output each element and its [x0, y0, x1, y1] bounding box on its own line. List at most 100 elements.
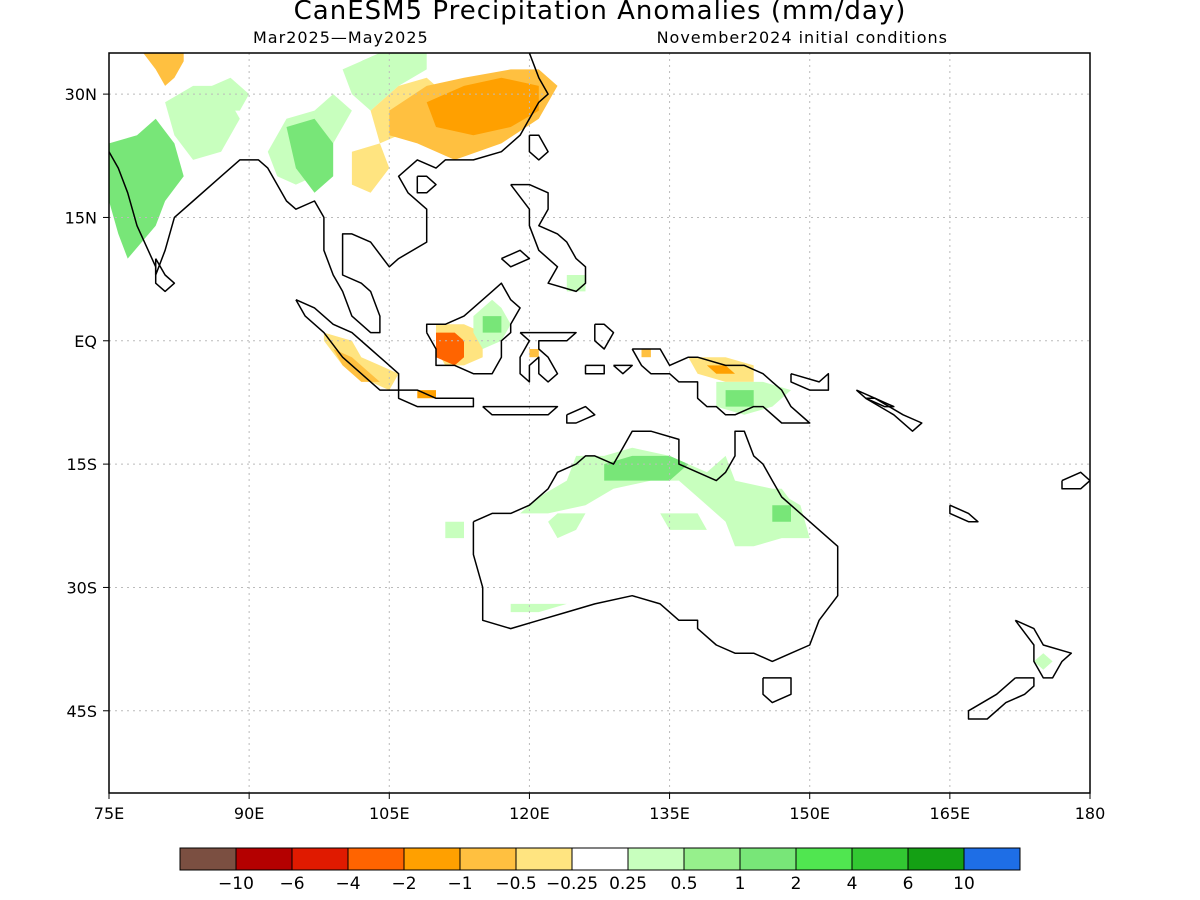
anomaly-region	[510, 603, 567, 613]
lon-tick-label: 75E	[94, 804, 124, 823]
colorbar-swatch	[739, 847, 797, 871]
map-title: CanESM5 Precipitation Anomalies (mm/day)	[293, 0, 907, 26]
lon-tick-label: 150E	[789, 804, 830, 823]
colorbar-label: −0.25	[546, 874, 598, 894]
colorbar-swatch	[291, 847, 349, 871]
colorbar-label: 10	[953, 874, 975, 894]
coastline	[500, 249, 531, 268]
anomaly-region	[193, 77, 250, 111]
anomaly-region	[342, 53, 427, 111]
coastline	[790, 372, 830, 391]
anomaly-region	[706, 365, 735, 374]
anomaly-region	[436, 332, 464, 366]
axis-ticks: 30N 15N EQ 15S 30S 45S 75E 90E 105E 120E 135E 150E 1…	[65, 85, 1106, 823]
anomaly-shading	[109, 53, 1053, 670]
colorbar-label: −6	[279, 874, 304, 894]
anomaly-region	[351, 143, 390, 193]
coastline	[472, 430, 839, 663]
coastline	[397, 389, 475, 408]
season-label: Mar2025—May2025	[253, 28, 429, 47]
colorbar: −10 −6 −4 −2 −1 −0.5 −0.25 0.25 0.5 1 2 4 6 10	[179, 847, 1021, 894]
coastline	[109, 53, 549, 334]
anomaly-region	[323, 332, 399, 391]
coastline	[594, 323, 615, 350]
colorbar-label: −4	[335, 874, 360, 894]
lat-tick-label: EQ	[74, 332, 97, 351]
coastline	[855, 389, 923, 432]
colorbar-swatch	[963, 847, 1021, 871]
lat-tick-label: 30S	[66, 578, 97, 597]
anomaly-region	[1033, 653, 1053, 670]
lon-tick-label: 180	[1075, 804, 1106, 823]
lat-tick-label: 15N	[65, 208, 97, 227]
coastline	[865, 397, 895, 408]
graticule	[108, 53, 1091, 793]
coastline	[295, 299, 400, 391]
colorbar-label: −10	[218, 874, 254, 894]
initial-conditions-label: November2024 initial conditions	[656, 28, 948, 47]
map-frame	[108, 52, 1091, 794]
coastline	[416, 175, 437, 194]
colorbar-label: 0.5	[670, 874, 697, 894]
coastline	[566, 405, 596, 424]
lon-tick-label: 135E	[649, 804, 690, 823]
lon-tick-label: 90E	[234, 804, 264, 823]
anomaly-region	[426, 77, 539, 136]
lon-tick-label: 120E	[509, 804, 550, 823]
coastline	[762, 677, 792, 704]
anomaly-region	[725, 390, 754, 407]
anomaly-region	[286, 118, 334, 193]
anomaly-region	[333, 349, 380, 382]
colorbar-label: 6	[903, 874, 914, 894]
colorbar-label: 4	[847, 874, 858, 894]
colorbar-swatch	[795, 847, 853, 871]
coastline	[967, 677, 1035, 720]
coastline	[425, 282, 521, 375]
anomaly-region	[660, 513, 707, 530]
anomaly-region	[772, 505, 791, 522]
colorbar-swatch	[571, 847, 629, 871]
coastline	[584, 364, 605, 375]
colorbar-swatch	[179, 847, 237, 871]
colorbar-swatch	[403, 847, 461, 871]
lat-tick-label: 15S	[66, 455, 97, 474]
coastline	[1014, 619, 1073, 679]
colorbar-label: −2	[391, 874, 416, 894]
colorbar-swatch	[235, 847, 293, 871]
coastline	[528, 134, 549, 161]
coastline	[519, 331, 577, 383]
coastline	[613, 364, 633, 375]
colorbar-label: 0.25	[609, 874, 647, 894]
lon-tick-label: 105E	[369, 804, 410, 823]
anomaly-region	[520, 447, 810, 547]
colorbar-label: 1	[735, 874, 746, 894]
colorbar-swatch	[907, 847, 965, 871]
coastline	[631, 348, 811, 424]
anomaly-region	[109, 118, 184, 259]
colorbar-swatch	[347, 847, 405, 871]
anomaly-region	[529, 349, 539, 358]
coastline	[1061, 471, 1090, 490]
anomaly-region	[548, 513, 586, 539]
colorbar-label: −0.5	[495, 874, 536, 894]
coastline	[482, 405, 559, 416]
colorbar-label: −1	[447, 874, 472, 894]
anomaly-region	[445, 521, 464, 539]
coastline	[154, 258, 176, 293]
anomaly-region	[604, 455, 689, 481]
colorbar-swatch	[851, 847, 909, 871]
colorbar-swatch	[515, 847, 573, 871]
colorbar-swatch	[627, 847, 685, 871]
anomaly-region	[482, 316, 502, 333]
lat-tick-label: 30N	[65, 85, 97, 104]
lon-tick-label: 165E	[930, 804, 971, 823]
coastlines	[109, 53, 1090, 720]
anomaly-region	[143, 53, 184, 86]
lat-tick-label: 45S	[66, 702, 97, 721]
colorbar-swatch	[459, 847, 517, 871]
colorbar-label: 2	[791, 874, 802, 894]
colorbar-swatch	[683, 847, 741, 871]
anomaly-region	[641, 349, 651, 358]
coastline	[510, 183, 587, 293]
